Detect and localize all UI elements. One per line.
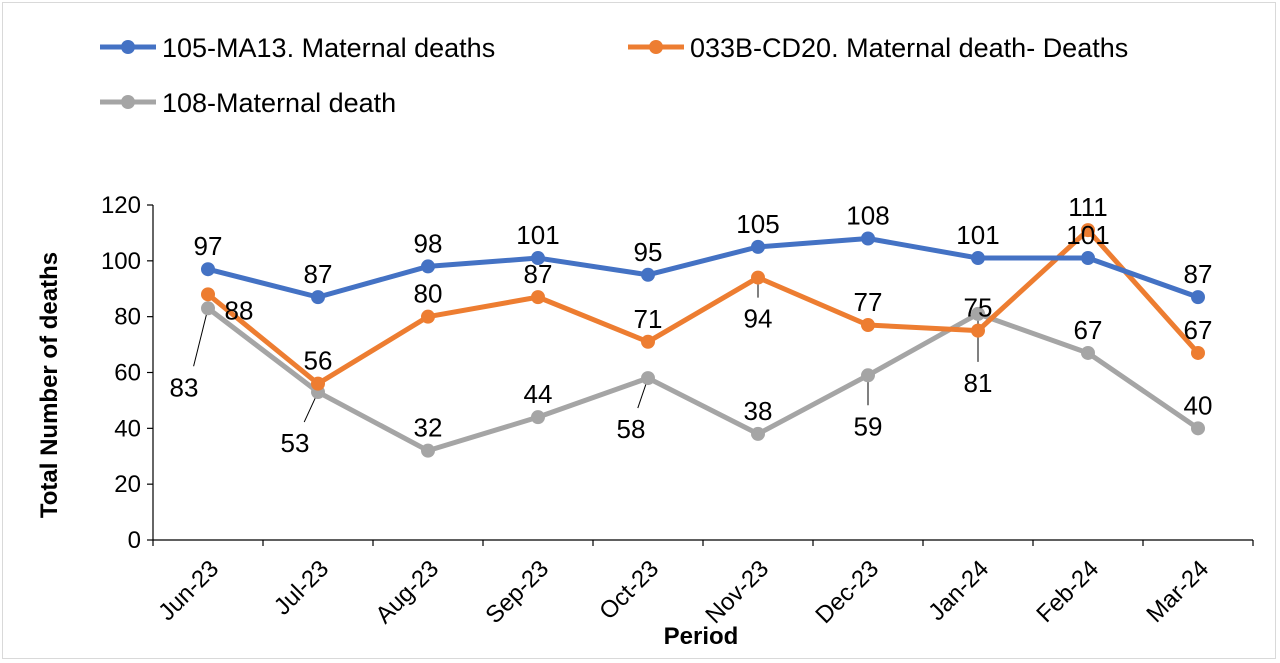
legend-marker <box>649 40 663 54</box>
data-point <box>531 410 545 425</box>
legend: 105-MA13. Maternal deaths 033B-CD20. Mate… <box>100 33 1128 118</box>
data-point <box>971 306 985 321</box>
data-label: 59 <box>854 411 883 441</box>
data-point <box>1081 251 1095 266</box>
data-point <box>971 251 985 266</box>
series-line <box>205 236 1201 300</box>
data-label: 38 <box>744 396 773 426</box>
data-label: 44 <box>524 379 553 409</box>
leader-line <box>193 308 209 367</box>
data-point <box>1191 345 1205 360</box>
data-label: 32 <box>414 413 443 443</box>
data-point <box>1081 223 1095 238</box>
data-label: 80 <box>414 279 443 309</box>
data-label: 101 <box>516 220 559 250</box>
y-axis-title: Total Number of deaths <box>36 252 63 518</box>
data-label: 81 <box>964 368 993 398</box>
data-label: 94 <box>744 304 773 334</box>
data-point <box>421 259 435 274</box>
x-axis-title: Period <box>664 623 739 650</box>
legend-label: 033B-CD20. Maternal death- Deaths <box>690 33 1128 63</box>
data-point <box>751 239 765 254</box>
data-point <box>641 267 655 282</box>
data-label: 95 <box>634 237 663 267</box>
x-tick-label: Mar-24 <box>1141 555 1214 628</box>
x-tick-label: Jan-24 <box>923 555 994 626</box>
y-tick-label: 60 <box>114 360 141 387</box>
series-line <box>205 227 1201 387</box>
data-point <box>311 290 325 305</box>
data-label: 77 <box>854 287 883 317</box>
x-tick-label: Sep-23 <box>480 555 554 629</box>
legend-label: 105-MA13. Maternal deaths <box>162 33 495 63</box>
data-point <box>1191 290 1205 305</box>
data-point <box>311 376 325 391</box>
data-point <box>421 309 435 324</box>
data-label: 83 <box>170 372 199 402</box>
y-tick-label: 80 <box>114 304 141 331</box>
data-label: 98 <box>414 228 443 258</box>
data-point <box>201 301 215 316</box>
y-tick-label: 40 <box>114 415 141 442</box>
y-tick-label: 20 <box>114 471 141 498</box>
y-tick-label: 100 <box>101 248 141 275</box>
legend-marker <box>121 40 135 54</box>
data-labels: 97 87 98 101 95 105 108 101 101 87 88 56 80 87 71 94 77 7… <box>170 192 1213 458</box>
x-tick-label: Jun-23 <box>153 555 224 626</box>
data-label: 56 <box>304 346 333 376</box>
data-point <box>861 368 875 383</box>
data-point <box>1191 421 1205 436</box>
y-tick-label: 120 <box>101 192 141 219</box>
data-label: 87 <box>524 259 553 289</box>
data-label: 75 <box>964 293 993 323</box>
data-label: 101 <box>956 220 999 250</box>
data-label: 71 <box>634 304 663 334</box>
data-point <box>641 371 655 386</box>
data-point <box>971 323 985 338</box>
data-point <box>861 318 875 333</box>
data-label: 108 <box>846 201 889 231</box>
x-tick-label: Oct-23 <box>594 555 664 625</box>
data-label: 87 <box>304 259 333 289</box>
data-label: 87 <box>1184 259 1213 289</box>
series-line <box>205 305 1201 454</box>
data-label: 101 <box>1066 220 1109 250</box>
data-label: 105 <box>736 209 779 239</box>
data-point <box>751 270 765 285</box>
data-label: 97 <box>194 231 223 261</box>
data-point <box>751 426 765 441</box>
data-label: 53 <box>281 428 310 458</box>
x-tick-label: Dec-23 <box>810 555 884 629</box>
data-label: 40 <box>1184 390 1213 420</box>
data-label: 58 <box>617 414 646 444</box>
data-point <box>531 251 545 266</box>
legend-label: 108-Maternal death <box>162 88 396 118</box>
x-tick-label: Jul-23 <box>269 555 334 620</box>
data-point <box>531 290 545 305</box>
series-group <box>201 223 1205 458</box>
data-point <box>641 334 655 349</box>
data-point <box>421 443 435 458</box>
data-label: 88 <box>225 295 254 325</box>
y-tick-label: 0 <box>128 527 141 554</box>
x-tick-label: Nov-23 <box>700 555 774 629</box>
data-point <box>201 262 215 277</box>
data-point <box>1081 345 1095 360</box>
x-tick-label: Aug-23 <box>370 555 444 629</box>
data-label: 67 <box>1184 315 1213 345</box>
data-label: 111 <box>1068 192 1108 222</box>
x-tick-label: Feb-24 <box>1031 555 1104 628</box>
data-point <box>861 231 875 246</box>
legend-marker <box>121 95 135 109</box>
data-point <box>201 287 215 302</box>
data-label: 67 <box>1074 315 1103 345</box>
